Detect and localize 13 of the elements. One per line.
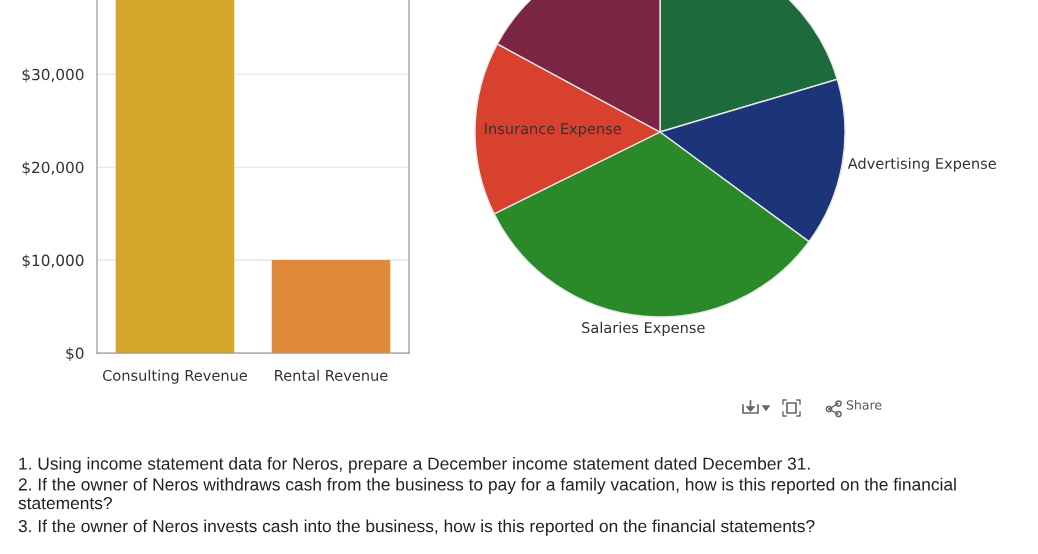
text: 3. If the owner of Neros invests cash into the business, how is this reported on the financial statements? — [18, 519, 815, 536]
text: 2. If the owner of Neros withdraws cash from the business to pay for a family vacation, how is this reported on the financial statements? — [18, 477, 956, 510]
y-tick-label: $30,000 — [22, 68, 84, 83]
text: 1. Using income statement data for Neros, prepare a December income statement dated December 31. — [19, 457, 810, 474]
y-tick-label: $10,000 — [22, 254, 84, 269]
y-tick-label: $0 — [66, 347, 84, 362]
slice-label: Insurance Expense — [485, 123, 621, 138]
y-tick-label: $20,000 — [22, 161, 84, 176]
x-tick-label: Consulting Revenue — [102, 369, 248, 384]
slice-label: Advertising Expense — [847, 157, 996, 172]
slice-label: Salaries Expense — [582, 321, 705, 336]
x-tick-label: Rental Revenue — [275, 369, 388, 381]
text: Share — [846, 400, 882, 410]
